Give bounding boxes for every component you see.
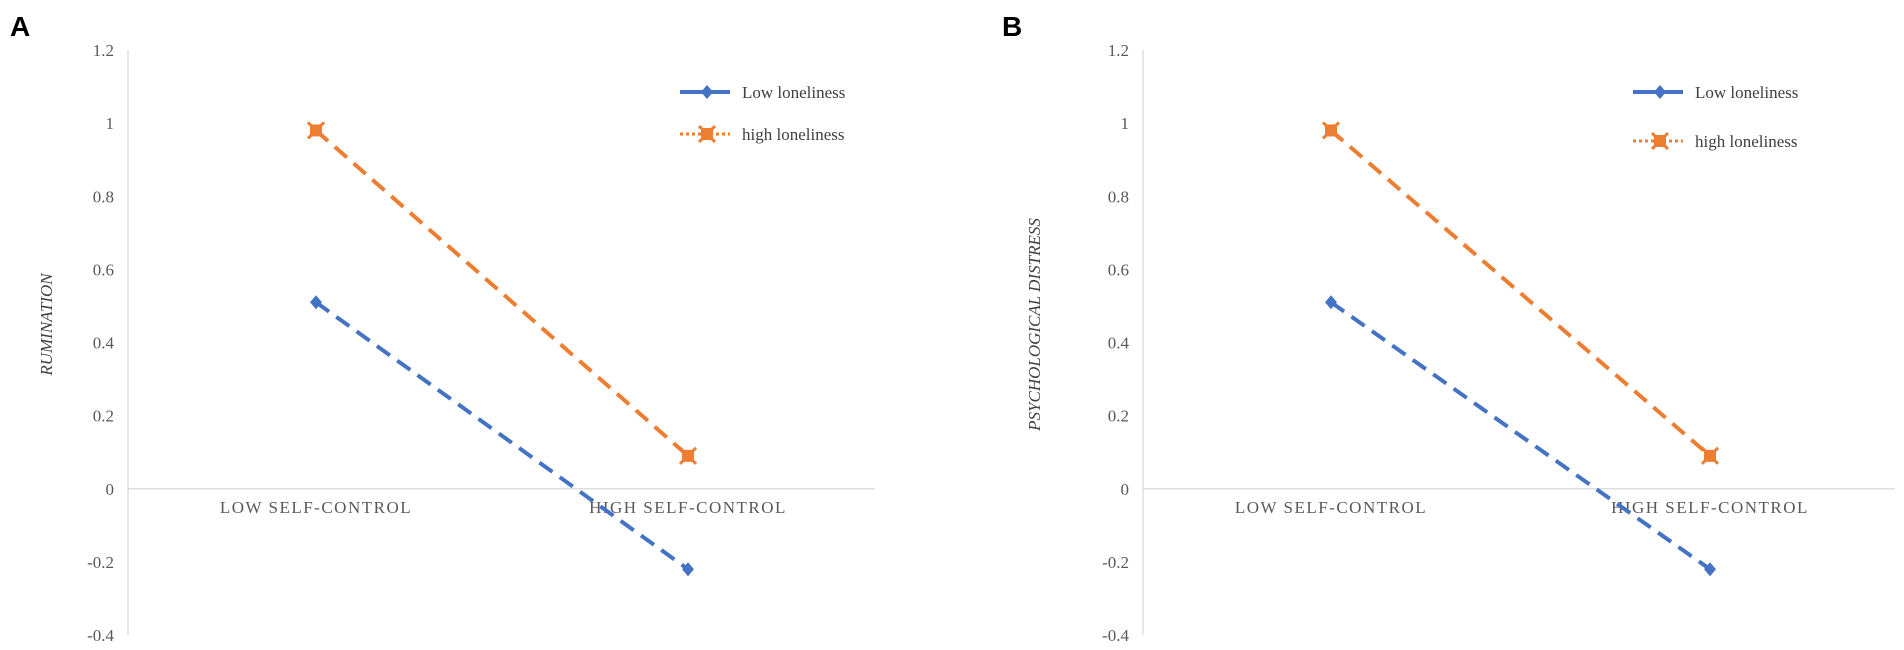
- legend-marker-cross: [697, 124, 717, 144]
- series-line: [314, 300, 690, 571]
- y-tick-label: 0.6: [1108, 260, 1129, 279]
- y-tick-label: 0.6: [93, 260, 114, 279]
- y-tick-label: 0.2: [93, 407, 114, 426]
- legend-label: high loneliness: [1695, 132, 1797, 151]
- x-category-label: LOW SELF-CONTROL: [220, 498, 412, 517]
- y-axis-title: PSYCHOLOGICAL DISTRESS: [1025, 218, 1044, 432]
- data-point-cross: [1321, 121, 1341, 140]
- data-point-cross: [306, 121, 326, 140]
- data-point-diamond: [1704, 562, 1716, 577]
- data-point-cross: [678, 446, 698, 465]
- series-line: [1329, 300, 1712, 571]
- series-high-loneliness: [1321, 121, 1720, 465]
- y-tick-label: -0.2: [87, 553, 114, 572]
- chart-panel-a: A 1.2 1 0.8 0.6 0.4 0.2 0 -0.2 -0.4 LOW SELF-CONTR…: [10, 11, 875, 645]
- chart-panel-b: B 1.2 1 0.8 0.6 0.4 0.2 0 -0.2 -0.4 LOW SELF-CONTR…: [1002, 11, 1895, 645]
- series-high-loneliness: [306, 121, 698, 465]
- y-tick-label: 0.8: [1108, 187, 1129, 206]
- legend-marker-cross: [1650, 131, 1670, 151]
- legend-label: high loneliness: [742, 125, 844, 144]
- y-tick-label: 0.4: [1108, 334, 1130, 353]
- legend-marker-diamond: [1654, 85, 1666, 99]
- panel-letter: B: [1002, 11, 1022, 42]
- series-low-loneliness: [310, 295, 694, 577]
- legend-entry: Low loneliness: [1633, 83, 1798, 102]
- y-tick-label: 1.2: [1108, 41, 1129, 60]
- x-category-label: HIGH SELF-CONTROL: [1611, 498, 1809, 517]
- panel-letter: A: [10, 11, 30, 42]
- y-axis-title: RUMINATION: [37, 272, 56, 377]
- data-point-diamond: [1325, 295, 1337, 310]
- legend-label: Low loneliness: [1695, 83, 1798, 102]
- legend-entry: high loneliness: [1633, 131, 1797, 151]
- legend-entry: high loneliness: [680, 124, 844, 144]
- y-tick-label: -0.4: [1102, 626, 1129, 645]
- y-tick-label: 0.8: [93, 187, 114, 206]
- data-point-diamond: [310, 295, 322, 310]
- y-tick-label: 0.2: [1108, 407, 1129, 426]
- x-category-label: LOW SELF-CONTROL: [1235, 498, 1427, 517]
- legend-entry: Low loneliness: [680, 83, 845, 102]
- series-line: [1329, 128, 1712, 458]
- series-low-loneliness: [1325, 295, 1716, 577]
- legend-marker-diamond: [701, 85, 713, 99]
- legend-label: Low loneliness: [742, 83, 845, 102]
- y-tick-label: 1: [1121, 114, 1130, 133]
- data-point-cross: [1700, 446, 1720, 465]
- y-tick-label: 1: [106, 114, 115, 133]
- x-category-label: HIGH SELF-CONTROL: [589, 498, 787, 517]
- y-tick-label: 0: [1121, 480, 1130, 499]
- y-tick-label: 0: [106, 480, 115, 499]
- y-tick-label: 1.2: [93, 41, 114, 60]
- data-point-diamond: [682, 562, 694, 577]
- y-tick-label: 0.4: [93, 334, 115, 353]
- y-tick-label: -0.2: [1102, 553, 1129, 572]
- series-line: [314, 128, 690, 458]
- y-tick-label: -0.4: [87, 626, 114, 645]
